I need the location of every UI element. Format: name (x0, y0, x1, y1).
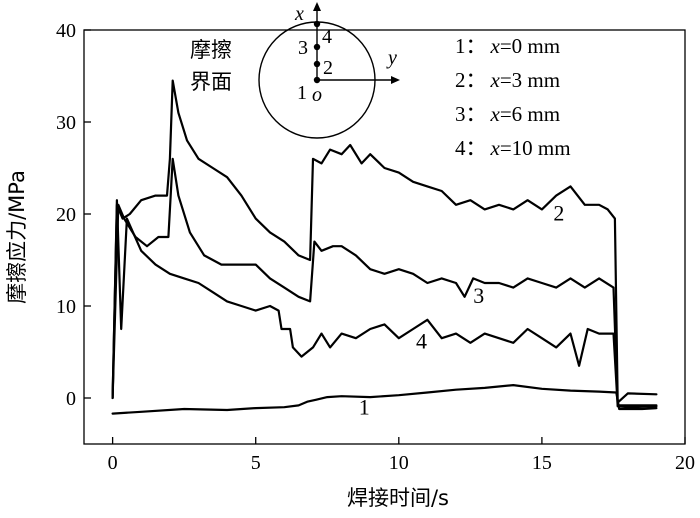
inset-y-label: y (386, 47, 397, 69)
legend-key: 1： (455, 34, 487, 58)
inset-x-label: x (294, 3, 304, 25)
curve-label-1: 1 (359, 395, 370, 420)
legend-key: 3： (455, 102, 487, 126)
x-tick-label: 15 (532, 452, 552, 474)
inset-origin-label: o (312, 84, 322, 106)
inset-point-label-1: 1 (297, 82, 307, 104)
legend-value: =3 mm (500, 68, 560, 92)
y-axis-title: 摩擦应力/MPa (5, 170, 29, 304)
series-layer (111, 79, 658, 415)
legend-entry: 4： x=10 mm (455, 136, 571, 160)
series-line-3 (111, 157, 658, 407)
legend-entry: 2： x=3 mm (455, 68, 560, 92)
y-tick-label: 10 (56, 296, 76, 318)
legend-key: 4： (455, 136, 487, 160)
inset-point-label-4: 4 (322, 26, 332, 48)
legend-variable: x (490, 136, 501, 160)
x-tick-label: 0 (108, 452, 118, 474)
plot-frame (83, 29, 686, 445)
curve-label-3: 3 (473, 283, 484, 308)
legend-variable: x (490, 102, 501, 126)
curve-label-4: 4 (416, 328, 427, 353)
y-tick-label: 20 (56, 204, 76, 226)
inset-title-line-2: 界面 (190, 70, 232, 94)
inset-point-2 (313, 60, 321, 68)
y-tick-label: 30 (56, 112, 76, 134)
inset-point-label-2: 2 (323, 57, 333, 79)
y-tick-label: 40 (56, 20, 76, 42)
inset-point-4 (313, 20, 321, 28)
inset-diagram: x y o 1 2 3 4 摩擦 界面 (190, 2, 400, 139)
series-line-1 (111, 384, 658, 415)
inset-x-arrow (313, 2, 321, 11)
legend-variable: x (490, 34, 501, 58)
legend-entry: 3： x=6 mm (455, 102, 560, 126)
curve-label-2: 2 (553, 200, 564, 225)
legend-key: 2： (455, 68, 487, 92)
x-axis-title: 焊接时间/s (347, 486, 449, 510)
x-axis-ticks: 0 5 10 15 20 (108, 437, 695, 474)
legend-value: =10 mm (500, 136, 571, 160)
legend-entry: 1： x=0 mm (455, 34, 560, 58)
inset-point-3 (313, 43, 321, 51)
x-tick-label: 5 (251, 452, 261, 474)
y-axis-ticks: 0 10 20 30 40 (56, 20, 91, 410)
legend-value: =0 mm (500, 34, 560, 58)
series-line-2 (111, 79, 658, 404)
legend-variable: x (490, 68, 501, 92)
legend-value: =6 mm (500, 102, 560, 126)
inset-point-label-3: 3 (298, 37, 308, 59)
legend: 1： x=0 mm2： x=3 mm3： x=6 mm4： x=10 mm (455, 34, 571, 160)
x-tick-label: 10 (389, 452, 409, 474)
series-line-4 (111, 199, 658, 409)
x-tick-label: 20 (675, 452, 695, 474)
y-tick-label: 0 (66, 388, 76, 410)
inset-point-1 (313, 76, 321, 84)
inset-title-line-1: 摩擦 (190, 38, 232, 62)
inset-y-arrow (391, 76, 400, 84)
curve-labels: 1 2 3 4 (359, 200, 565, 419)
